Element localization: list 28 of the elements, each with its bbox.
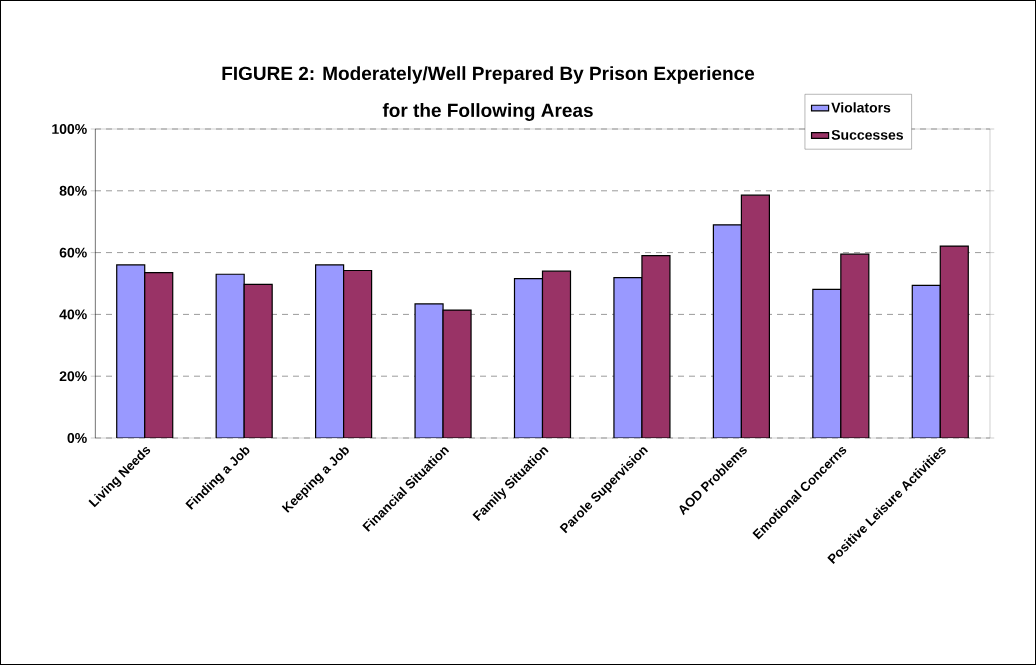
y-tick-label: 80% [59,185,87,196]
bar [414,303,444,438]
bar [513,277,544,438]
chart-subtitle: for the Following Areas [382,103,593,121]
bar [740,194,770,438]
bar [840,253,870,438]
bar [541,270,572,438]
bar [243,283,273,438]
y-tick-label: 0% [67,433,87,443]
y-tick-label: 100% [52,124,87,134]
bar [812,288,842,438]
y-tick-label: 40% [59,309,87,320]
bar [144,272,173,438]
bar [215,273,245,438]
legend-label: Successes [831,129,904,140]
bar [442,309,472,438]
bar [315,264,345,438]
bar [712,224,742,438]
bar [613,277,643,438]
bar [911,284,941,438]
y-tick-label: 60% [59,247,87,258]
bar [343,269,373,438]
bar [939,245,969,438]
bar [641,255,671,438]
y-tick-label: 20% [59,371,87,382]
legend-label: Violators [831,102,891,113]
bar [116,264,145,438]
chart-title: FIGURE 2: Moderately/Well Prepared By Prison Experience [222,66,755,84]
